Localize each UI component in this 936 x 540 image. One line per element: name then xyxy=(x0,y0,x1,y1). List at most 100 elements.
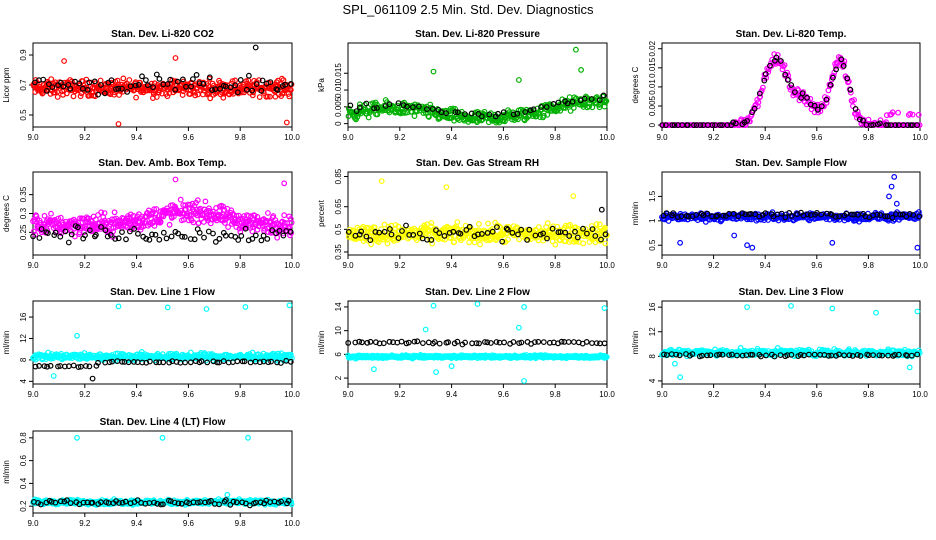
data-point xyxy=(555,229,562,236)
data-point xyxy=(804,94,810,101)
data-point xyxy=(286,302,293,309)
y-tick-label: 0.005 xyxy=(334,96,343,117)
data-point xyxy=(877,117,884,124)
data-point xyxy=(287,86,294,93)
data-point xyxy=(598,236,604,243)
x-tick-label: 9.0 xyxy=(27,390,39,399)
x-tick-label: 9.4 xyxy=(131,133,143,142)
data-point xyxy=(468,110,475,117)
y-tick-label: 4 xyxy=(19,379,28,384)
data-point xyxy=(274,234,281,241)
x-tick-label: 9.6 xyxy=(811,390,823,399)
data-point xyxy=(478,113,485,120)
data-point xyxy=(518,226,525,233)
data-point xyxy=(170,213,177,220)
data-point xyxy=(780,63,787,70)
data-point xyxy=(906,364,913,371)
data-point xyxy=(269,227,276,234)
data-point xyxy=(454,219,461,226)
data-point xyxy=(141,220,148,226)
data-point xyxy=(152,231,159,238)
x-tick-label: 9.2 xyxy=(79,133,91,142)
plot-frame xyxy=(347,42,608,128)
data-point xyxy=(596,97,603,103)
data-point xyxy=(131,225,138,232)
data-point xyxy=(106,229,113,236)
data-point xyxy=(914,308,921,315)
data-point xyxy=(108,77,115,84)
y-tick-label: 0.35 xyxy=(19,186,28,202)
x-tick-label: 9.2 xyxy=(79,519,91,528)
y-axis-label: kPa xyxy=(317,78,326,92)
data-point xyxy=(50,373,57,379)
x-tick-label: 9.2 xyxy=(708,133,720,142)
y-tick-label: 1.5 xyxy=(648,190,657,202)
series-individual xyxy=(30,434,295,508)
data-point xyxy=(36,235,43,241)
data-point xyxy=(166,221,173,228)
data-point xyxy=(245,72,252,79)
x-tick-label: 9.8 xyxy=(235,133,247,142)
data-point xyxy=(395,235,402,242)
data-point xyxy=(84,86,91,93)
data-point xyxy=(235,237,242,243)
data-point xyxy=(564,100,571,107)
data-point xyxy=(267,93,273,100)
data-point xyxy=(462,111,468,117)
x-tick-label: 9.2 xyxy=(394,133,406,142)
data-point xyxy=(602,224,608,231)
data-point xyxy=(738,116,745,123)
data-point xyxy=(860,117,866,124)
data-point xyxy=(151,222,158,229)
data-point xyxy=(195,220,202,227)
data-point xyxy=(436,230,443,237)
data-point xyxy=(70,93,77,100)
data-point xyxy=(345,228,352,235)
y-tick-label: 8 xyxy=(19,357,28,362)
data-point xyxy=(891,173,898,180)
data-point xyxy=(829,239,836,246)
data-point xyxy=(156,75,163,82)
data-point xyxy=(200,80,207,87)
series-mean xyxy=(345,206,609,245)
data-point xyxy=(363,233,370,240)
data-point xyxy=(566,233,573,239)
panel-title: Stan. Dev. Li-820 Pressure xyxy=(415,29,540,40)
data-point xyxy=(496,223,503,230)
x-tick-label: 10.0 xyxy=(284,390,300,399)
data-point xyxy=(521,378,527,384)
x-tick-label: 9.6 xyxy=(498,133,510,142)
data-point xyxy=(784,76,791,83)
data-point xyxy=(788,82,795,88)
data-point xyxy=(119,229,125,236)
panel-title: Stan. Dev. Line 1 Flow xyxy=(110,287,215,298)
data-point xyxy=(538,104,544,110)
series-individual xyxy=(659,303,923,381)
panel-title: Stan. Dev. Gas Stream RH xyxy=(416,158,539,169)
data-point xyxy=(232,82,239,89)
data-point xyxy=(33,213,40,220)
data-point xyxy=(823,96,830,103)
x-tick-label: 9.6 xyxy=(498,390,510,399)
data-point xyxy=(166,90,173,96)
data-point xyxy=(747,118,753,125)
data-point xyxy=(139,220,146,227)
x-tick-label: 9.6 xyxy=(183,519,195,528)
data-point xyxy=(773,54,780,61)
data-point xyxy=(443,184,450,191)
data-point xyxy=(30,233,36,240)
data-point xyxy=(476,220,482,227)
data-point xyxy=(76,80,83,87)
data-point xyxy=(914,122,920,128)
y-tick-label: 0.02 xyxy=(648,40,657,56)
data-point xyxy=(206,74,213,81)
data-point xyxy=(70,362,77,369)
data-point xyxy=(82,232,88,239)
data-point xyxy=(283,119,290,126)
data-point xyxy=(95,91,101,98)
x-tick-label: 9.4 xyxy=(446,261,458,270)
data-point xyxy=(778,58,784,64)
data-point xyxy=(733,120,739,127)
